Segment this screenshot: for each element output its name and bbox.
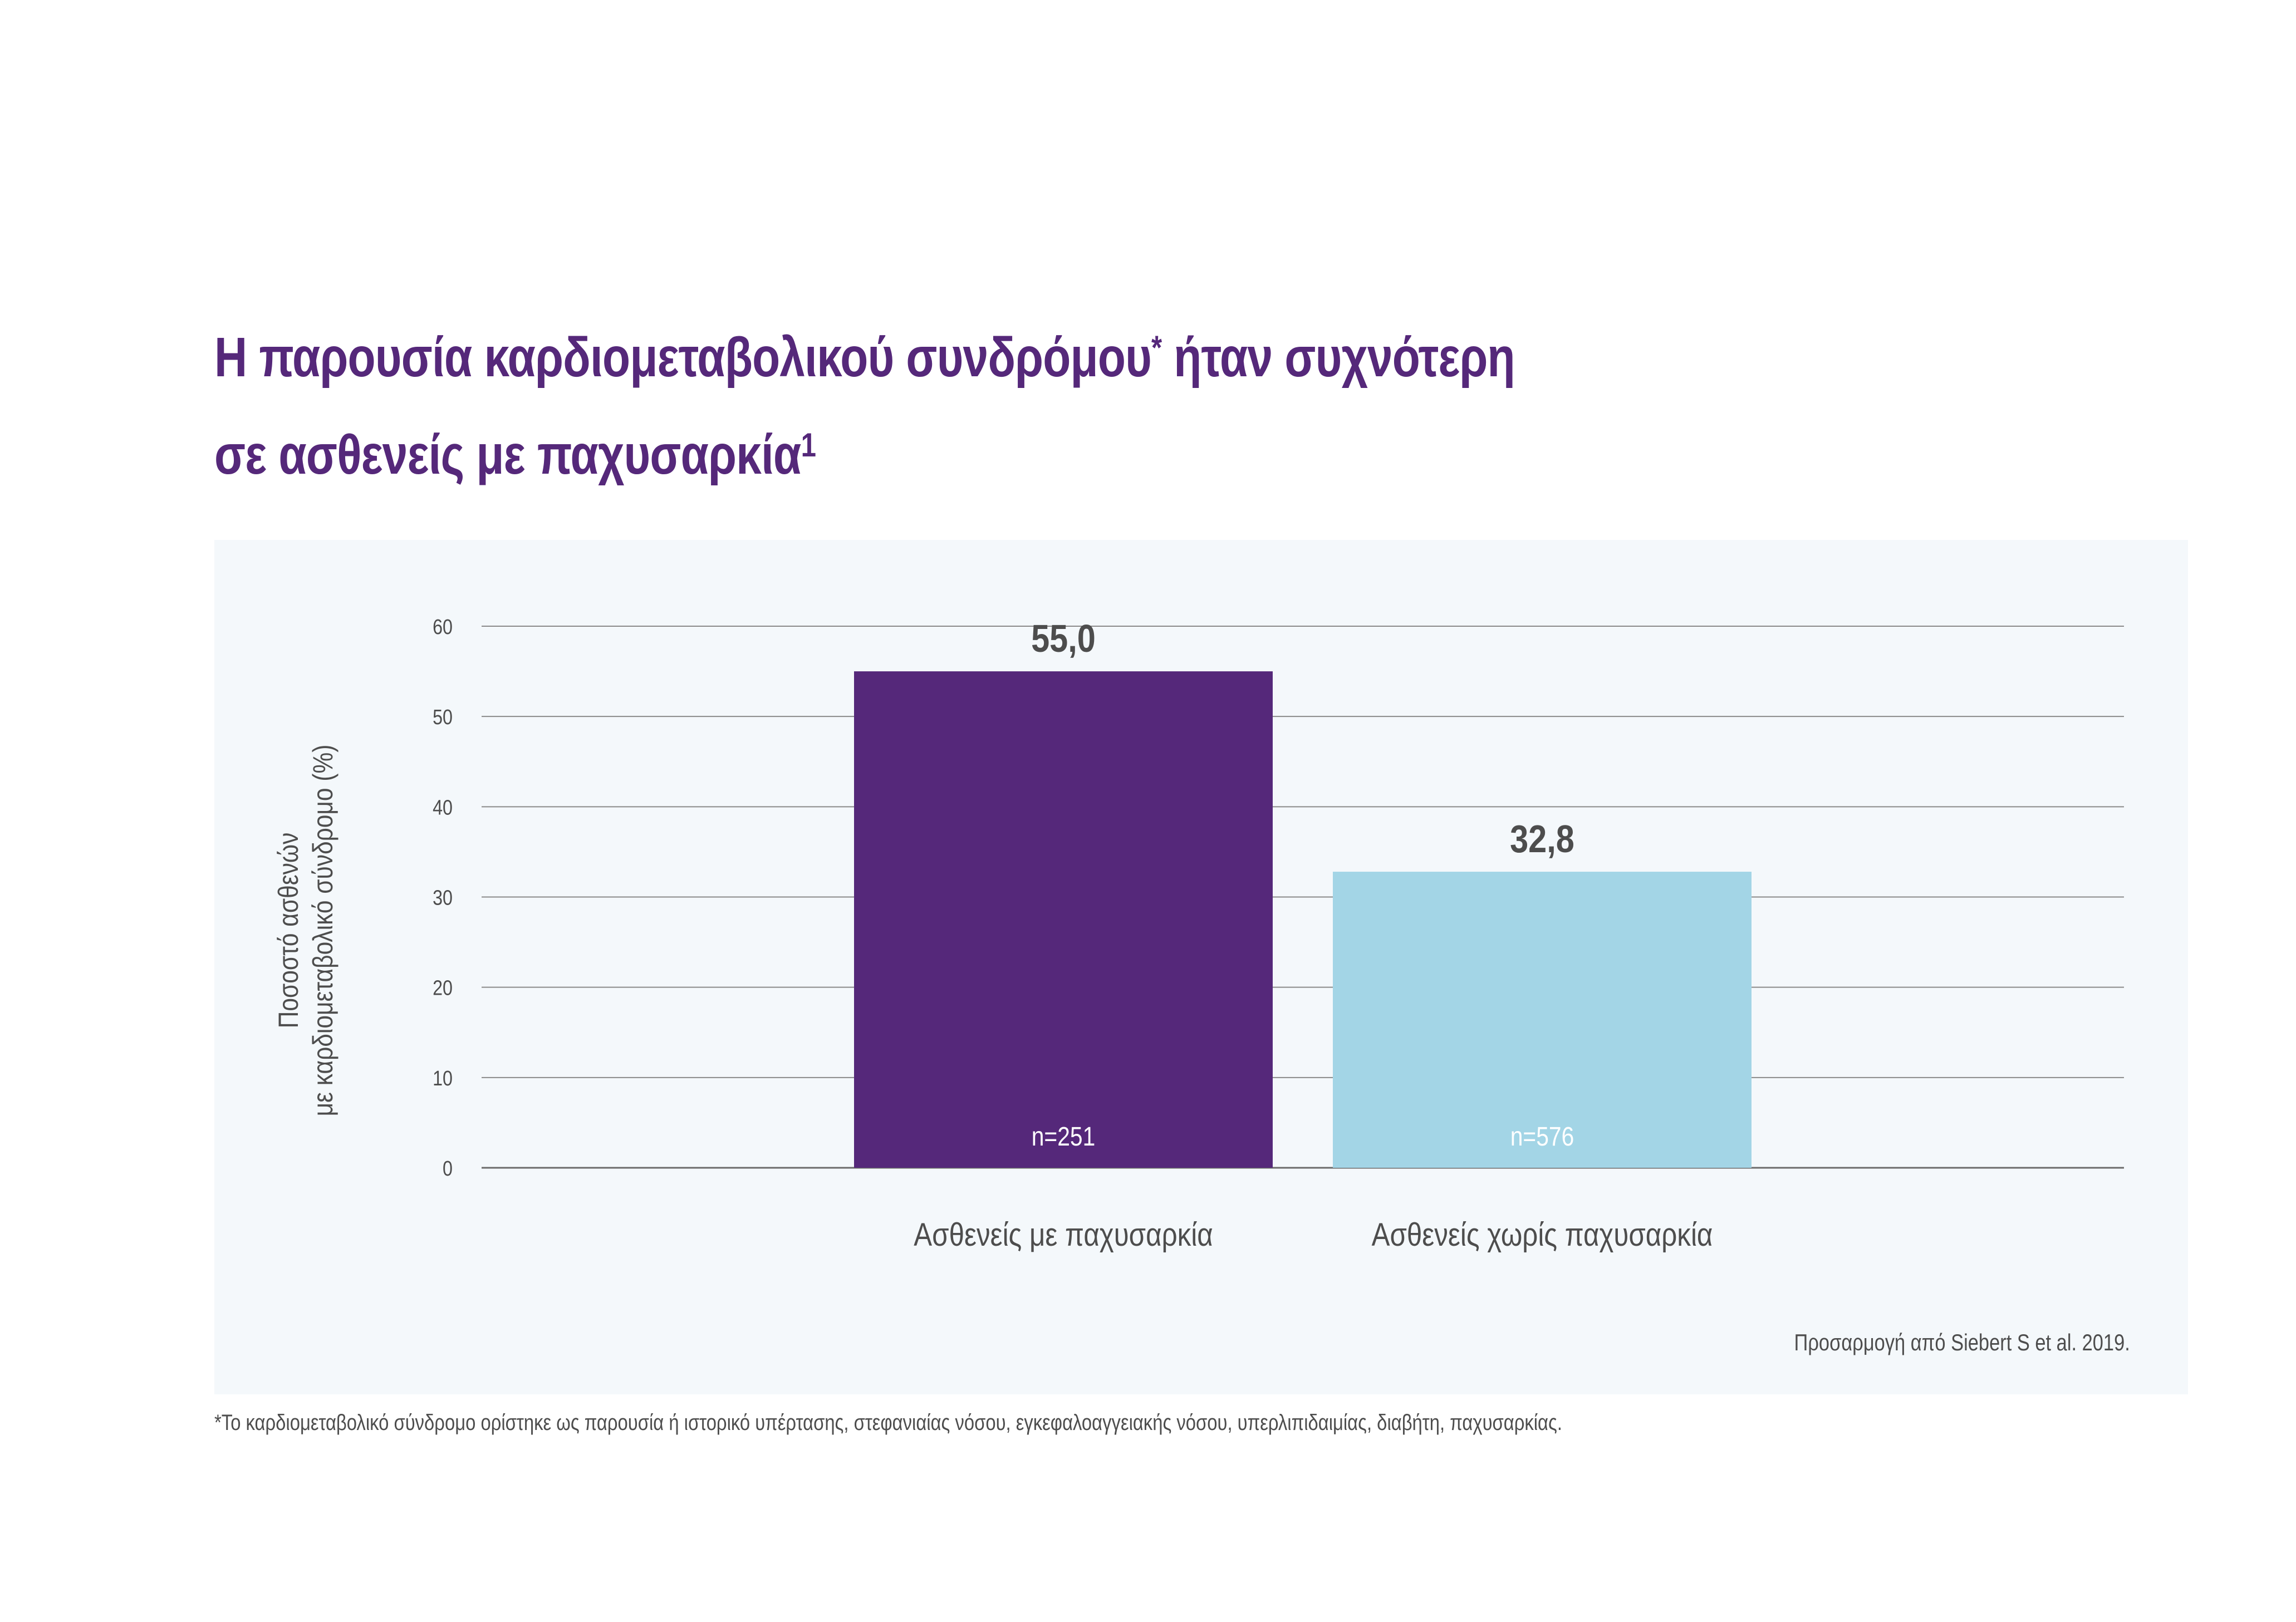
n-label-2: n=576 [1510,1122,1574,1152]
y-tick-label-30: 30 [433,886,453,910]
bar-2 [1333,872,1752,1168]
y-axis-label-line-1: Ποσοστό ασθενών [273,833,304,1029]
category-label-2: Ασθενείς χωρίς παχυσαρκία [1372,1217,1713,1253]
y-axis-label-line-2: με καρδιομεταβολικό σύνδρομο (%) [307,745,338,1117]
footnote: *Το καρδιομεταβολικό σύνδρομο ορίστηκε ω… [214,1410,1562,1435]
y-tick-label-50: 50 [433,706,453,729]
bar-chart: 0 10 20 30 40 50 60 Ποσοστό ασθενών με καρδιομετ… [273,616,2124,1253]
chart-panel: 0 10 20 30 40 50 60 Ποσοστό ασθενών με καρδιομετ… [214,540,2188,1394]
title-reference: 1 [801,426,816,464]
y-tick-label-20: 20 [433,976,453,1000]
value-label-2: 32,8 [1510,817,1574,861]
value-label-1: 55,0 [1031,617,1096,661]
y-tick-label-0: 0 [443,1157,453,1181]
n-label-1: n=251 [1032,1122,1096,1152]
title-line-1: Η παρουσία καρδιομεταβολικού συνδρόμου* … [214,326,1515,389]
y-axis-label: Ποσοστό ασθενών με καρδιομεταβολικό σύνδρ… [273,745,338,1117]
title-asterisk: * [1151,329,1162,366]
bar-1 [854,671,1273,1168]
y-tick-label-60: 60 [433,616,453,639]
chart-title: Η παρουσία καρδιομεταβολικού συνδρόμου* … [214,309,1721,504]
y-tick-label-10: 10 [433,1066,453,1090]
y-tick-label-40: 40 [433,796,453,819]
source-note: Προσαρμογή από Siebert S et al. 2019. [1794,1329,2130,1355]
category-label-1: Ασθενείς με παχυσαρκία [914,1217,1213,1253]
title-line-2: σε ασθενείς με παχυσαρκία1 [214,424,816,486]
